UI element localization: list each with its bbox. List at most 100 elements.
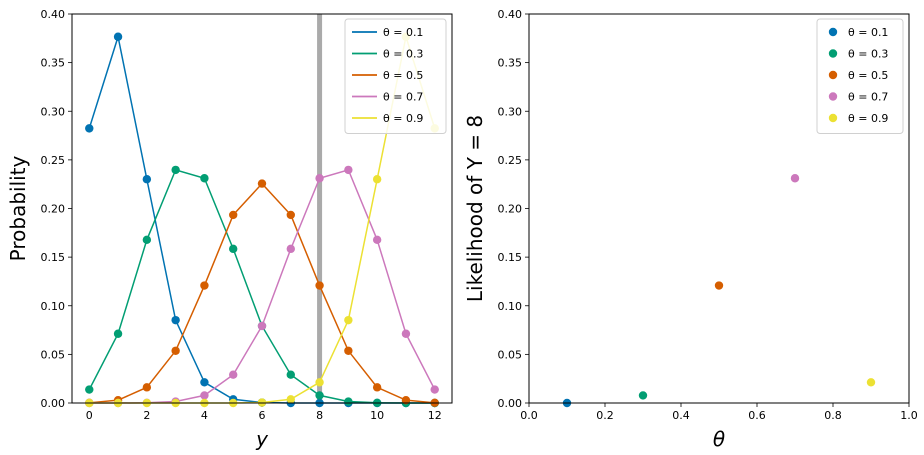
data-point	[229, 244, 238, 254]
legend-label: θ = 0.7	[848, 91, 888, 104]
data-point	[257, 321, 267, 331]
data-point	[315, 391, 324, 400]
y-tick-label: 0.15	[498, 251, 523, 264]
plot-frame	[528, 13, 910, 404]
data-point	[286, 244, 295, 254]
data-point	[171, 346, 180, 355]
x-tick-label: 8	[316, 409, 323, 422]
data-point	[85, 124, 94, 133]
x-tick-label: 0.0	[520, 409, 538, 422]
x-tick-label: 0.6	[748, 409, 766, 422]
y-tick-label: 0.35	[41, 57, 66, 70]
data-point	[200, 174, 209, 183]
data-point	[344, 165, 353, 175]
y-tick-label: 0.10	[41, 300, 66, 313]
data-point	[315, 281, 324, 290]
legend-label: θ = 0.7	[383, 91, 423, 104]
legend-label: θ = 0.3	[848, 48, 888, 61]
data-point	[229, 370, 238, 379]
y-tick-label: 0.05	[498, 348, 523, 361]
data-point	[315, 174, 324, 183]
legend-marker	[828, 92, 838, 101]
data-point	[286, 370, 295, 379]
data-point-3	[714, 281, 724, 290]
x-tick-label: 4	[201, 409, 208, 422]
likelihood-chart: 0.00 0.05 0.10 0.15 0.20 0.25 0.30 0.35 0.40 0.0 0…	[463, 8, 918, 451]
x-tick-label: 2	[143, 409, 150, 422]
legend-marker	[828, 113, 838, 123]
x-axis-title: θ	[713, 427, 725, 451]
data-point	[229, 210, 238, 220]
legend-label: θ = 0.1	[383, 26, 423, 39]
x-tick-label: 1.0	[900, 409, 918, 422]
data-point	[401, 329, 411, 338]
y-tick-label: 0.30	[41, 105, 66, 118]
legend-box	[816, 18, 904, 134]
x-tick-label: 0.2	[596, 409, 614, 422]
y-tick-label: 0.00	[41, 397, 66, 410]
probability-chart: 0.00 0.05 0.10 0.15 0.20 0.25 0.30 0.35 0.40 0 2 4 6…	[6, 8, 453, 451]
data-point	[430, 385, 439, 394]
y-tick-label: 0.05	[41, 348, 66, 361]
x-axis-title: y	[255, 427, 269, 451]
legend-label: θ = 0.5	[383, 69, 423, 82]
y-tick-label: 0.15	[41, 251, 66, 264]
legend-label: θ = 0.9	[383, 112, 423, 125]
y-tick-label: 0.10	[498, 300, 523, 313]
data-point	[200, 378, 209, 387]
y-tick-label: 0.40	[498, 8, 523, 21]
x-tick-label: 12	[428, 409, 442, 422]
data-point-5	[866, 378, 876, 387]
data-point	[113, 32, 123, 41]
series-line-4	[89, 168, 436, 404]
legend-label: θ = 0.5	[848, 69, 888, 82]
data-point	[286, 395, 295, 404]
y-tick-label: 0.25	[41, 154, 66, 167]
legend: θ = 0.1 θ = 0.3 θ = 0.5 θ = 0.7 θ = 0.9	[344, 18, 447, 134]
legend-label: θ = 0.9	[848, 112, 888, 125]
legend-box	[344, 18, 447, 134]
legend-label: θ = 0.1	[848, 26, 888, 39]
x-tick-label: 0	[86, 409, 93, 422]
plot-frame	[71, 13, 453, 404]
y-tick-label: 0.20	[498, 203, 523, 216]
data-point	[315, 378, 324, 387]
y-axis-title: Probability	[6, 155, 30, 261]
data-point	[142, 235, 152, 245]
y-tick-label: 0.20	[41, 203, 66, 216]
data-point	[344, 315, 353, 325]
series-line-3	[89, 182, 435, 404]
x-tick-label: 0.4	[672, 409, 690, 422]
data-point	[200, 281, 209, 290]
y-tick-label: 0.30	[498, 105, 523, 118]
x-tick-label: 6	[259, 409, 266, 422]
series-line-2	[88, 168, 435, 404]
legend-marker	[828, 49, 838, 58]
data-point	[113, 329, 123, 338]
legend: θ = 0.1 θ = 0.3 θ = 0.5 θ = 0.7 θ = 0.9	[816, 18, 904, 134]
legend-marker	[828, 27, 838, 37]
data-point	[171, 165, 180, 175]
data-point	[257, 179, 267, 188]
data-point	[344, 346, 353, 355]
y-tick-label: 0.40	[41, 8, 66, 21]
data-point	[142, 175, 152, 184]
y-tick-label: 0.25	[498, 154, 523, 167]
data-point-4	[790, 174, 800, 183]
data-point	[401, 395, 411, 405]
data-point-2	[638, 391, 648, 400]
data-point	[200, 391, 209, 400]
data-point	[142, 383, 152, 392]
data-point	[344, 397, 353, 406]
data-point	[372, 235, 382, 245]
data-point	[171, 315, 180, 325]
x-tick-label: 10	[370, 409, 384, 422]
y-tick-label: 0.35	[498, 57, 523, 70]
y-axis-title: Likelihood of Y = 8	[463, 115, 487, 302]
y-tick-label: 0.00	[498, 397, 523, 410]
legend-label: θ = 0.3	[383, 48, 423, 61]
data-point	[372, 175, 382, 184]
legend-marker	[828, 70, 838, 80]
data-point	[286, 210, 295, 220]
